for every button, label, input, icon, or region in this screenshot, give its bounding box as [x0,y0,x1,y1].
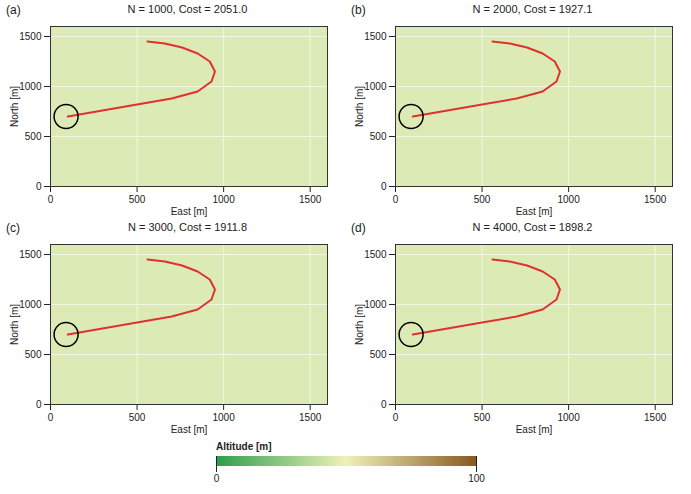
svg-text:0: 0 [393,412,399,423]
svg-text:1000: 1000 [558,194,581,205]
svg-text:500: 500 [474,412,491,423]
svg-text:1000: 1000 [364,299,387,310]
svg-text:0: 0 [381,399,387,410]
svg-text:0: 0 [48,412,54,423]
svg-text:0: 0 [381,181,387,192]
svg-text:North [m]: North [m] [354,304,365,345]
svg-text:North [m]: North [m] [9,86,20,127]
svg-text:East [m]: East [m] [171,424,208,435]
svg-text:500: 500 [25,349,42,360]
svg-text:1500: 1500 [19,31,42,42]
svg-text:1500: 1500 [299,412,322,423]
svg-text:North [m]: North [m] [354,86,365,127]
html-text:N = 4000, Cost = 1898.2: N = 4000, Cost = 1898.2 [472,221,593,233]
html-text:(c): (c) [6,221,20,235]
svg-text:1500: 1500 [644,194,667,205]
html-text:N = 1000, Cost = 2051.0: N = 1000, Cost = 2051.0 [127,3,248,15]
svg-text:North [m]: North [m] [9,304,20,345]
html-text:N = 3000, Cost = 1911.8: N = 3000, Cost = 1911.8 [128,221,247,233]
svg-text:1000: 1000 [364,81,387,92]
svg-text:0: 0 [213,473,219,484]
html-text:(d): (d) [351,221,366,235]
svg-text:0: 0 [393,194,399,205]
svg-text:East [m]: East [m] [516,424,553,435]
svg-text:East [m]: East [m] [516,206,553,217]
svg-text:500: 500 [370,349,387,360]
svg-text:1000: 1000 [213,412,236,423]
svg-text:0: 0 [48,194,54,205]
svg-text:East [m]: East [m] [171,206,208,217]
svg-text:1000: 1000 [19,81,42,92]
svg-text:1500: 1500 [19,249,42,260]
svg-text:0: 0 [36,181,42,192]
svg-text:1000: 1000 [213,194,236,205]
svg-text:500: 500 [129,194,146,205]
svg-text:1500: 1500 [364,31,387,42]
html-text:(a): (a) [6,3,21,17]
svg-text:500: 500 [474,194,491,205]
svg-text:1500: 1500 [644,412,667,423]
svg-text:500: 500 [370,131,387,142]
svg-text:Altitude [m]: Altitude [m] [216,441,272,452]
svg-text:1500: 1500 [299,194,322,205]
svg-text:0: 0 [36,399,42,410]
svg-text:1500: 1500 [364,249,387,260]
svg-text:1000: 1000 [558,412,581,423]
svg-text:500: 500 [129,412,146,423]
svg-text:500: 500 [25,131,42,142]
html-text:(b): (b) [351,3,366,17]
html-text:N = 2000, Cost = 1927.1: N = 2000, Cost = 1927.1 [472,3,593,15]
svg-text:100: 100 [468,473,485,484]
svg-text:1000: 1000 [19,299,42,310]
